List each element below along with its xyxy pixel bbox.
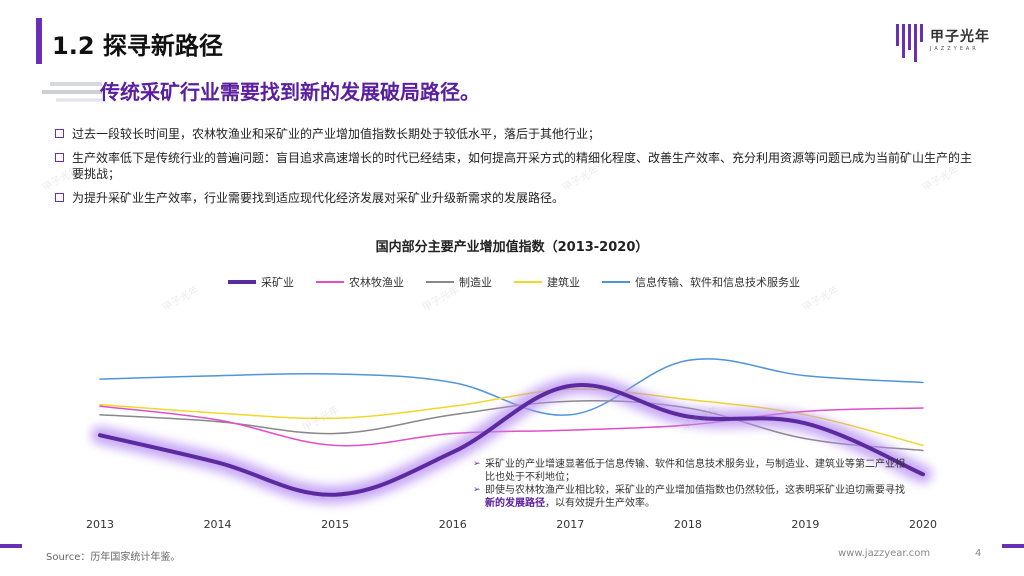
annotation-text: 采矿业的产业增速显著低于信息传输、软件和信息技术服务业，与制造业、建筑业等第二产… xyxy=(485,459,905,483)
annotation-item: ➢ 即使与农林牧渔产业相比较，采矿业的产业增加值指数也仍然较低，这表明采矿业迫切… xyxy=(473,484,913,510)
legend-item-manufacturing: 制造业 xyxy=(426,274,492,290)
x-tick-label: 2015 xyxy=(321,518,350,531)
legend-item-mining: 采矿业 xyxy=(228,274,294,290)
website-link[interactable]: www.jazzyear.com xyxy=(838,548,931,559)
footer-accent-right xyxy=(1002,544,1024,548)
legend-swatch xyxy=(228,280,256,284)
bullet-item: 为提升采矿业生产效率，行业需要找到适应现代化经济发展对采矿业升级新需求的发展路径… xyxy=(55,190,975,206)
bullet-list: 过去一段较长时间里，农林牧渔业和采矿业的产业增加值指数长期处于较低水平，落后于其… xyxy=(55,126,975,214)
annotation-highlight: 新的发展路径 xyxy=(485,498,545,509)
bullet-item: 生产效率低下是传统行业的普遍问题：盲目追求高速增长的时代已经结束，如何提高开采方… xyxy=(55,150,975,182)
bullet-text: 为提升采矿业生产效率，行业需要找到适应现代化经济发展对采矿业升级新需求的发展路径… xyxy=(72,191,565,205)
legend-label: 采矿业 xyxy=(261,276,294,289)
x-tick-label: 2019 xyxy=(791,518,820,531)
title-accent-bar xyxy=(36,18,42,64)
bullet-item: 过去一段较长时间里，农林牧渔业和采矿业的产业增加值指数长期处于较低水平，落后于其… xyxy=(55,126,975,142)
bullet-square-icon xyxy=(55,193,64,202)
arrow-bullet-icon: ➢ xyxy=(473,485,481,495)
bullet-square-icon xyxy=(55,153,64,162)
bullet-square-icon xyxy=(55,129,64,138)
legend-label: 信息传输、软件和信息技术服务业 xyxy=(635,276,800,289)
chart-annotation: ➢ 采矿业的产业增速显著低于信息传输、软件和信息技术服务业，与制造业、建筑业等第… xyxy=(473,458,913,510)
legend-label: 建筑业 xyxy=(547,276,580,289)
legend-item-agriculture: 农林牧渔业 xyxy=(316,274,404,290)
x-tick-label: 2020 xyxy=(909,518,937,531)
x-axis: 2013 2014 2015 2016 2017 2018 2019 2020 xyxy=(0,518,1024,532)
annotation-text: 即使与农林牧渔产业相比较，采矿业的产业增加值指数也仍然较低，这表明采矿业迫切需要… xyxy=(485,485,905,496)
legend-item-construction: 建筑业 xyxy=(514,274,580,290)
headline-decoration xyxy=(42,82,102,102)
x-tick-label: 2014 xyxy=(203,518,232,531)
chart-title: 国内部分主要产业增加值指数（2013-2020） xyxy=(375,240,649,255)
legend-label: 农林牧渔业 xyxy=(349,276,404,289)
jazzyear-logo xyxy=(896,24,923,62)
bullet-text: 生产效率低下是传统行业的普遍问题：盲目追求高速增长的时代已经结束，如何提高开采方… xyxy=(72,151,973,181)
source-note: Source：历年国家统计年鉴。 xyxy=(46,552,181,563)
page-number: 4 xyxy=(975,548,982,559)
x-tick-label: 2013 xyxy=(86,518,114,531)
legend-swatch xyxy=(316,281,344,283)
x-tick-label: 2018 xyxy=(673,518,702,531)
x-tick-label: 2017 xyxy=(556,518,585,531)
legend-label: 制造业 xyxy=(459,276,492,289)
annotation-item: ➢ 采矿业的产业增速显著低于信息传输、软件和信息技术服务业，与制造业、建筑业等第… xyxy=(473,458,913,484)
legend-swatch xyxy=(602,281,630,283)
legend-swatch xyxy=(426,281,454,283)
x-tick-label: 2016 xyxy=(438,518,467,531)
page-title: 1.2 探寻新路径 xyxy=(52,32,223,60)
bullet-text: 过去一段较长时间里，农林牧渔业和采矿业的产业增加值指数长期处于较低水平，落后于其… xyxy=(72,127,601,141)
legend-item-it: 信息传输、软件和信息技术服务业 xyxy=(602,274,800,290)
footer-accent-left xyxy=(0,544,22,548)
logo-text: 甲子光年 xyxy=(930,29,990,45)
series-line-0 xyxy=(98,383,925,497)
headline: 传统采矿行业需要找到新的发展破局路径。 xyxy=(100,80,480,104)
arrow-bullet-icon: ➢ xyxy=(473,459,481,469)
annotation-text: ，以有效提升生产效率。 xyxy=(545,498,655,509)
legend-swatch xyxy=(514,281,542,283)
chart-legend: 采矿业 农林牧渔业 制造业 建筑业 信息传输、软件和信息技术服务业 xyxy=(228,274,800,290)
logo-subtext: JAZZYEAR xyxy=(930,46,979,52)
